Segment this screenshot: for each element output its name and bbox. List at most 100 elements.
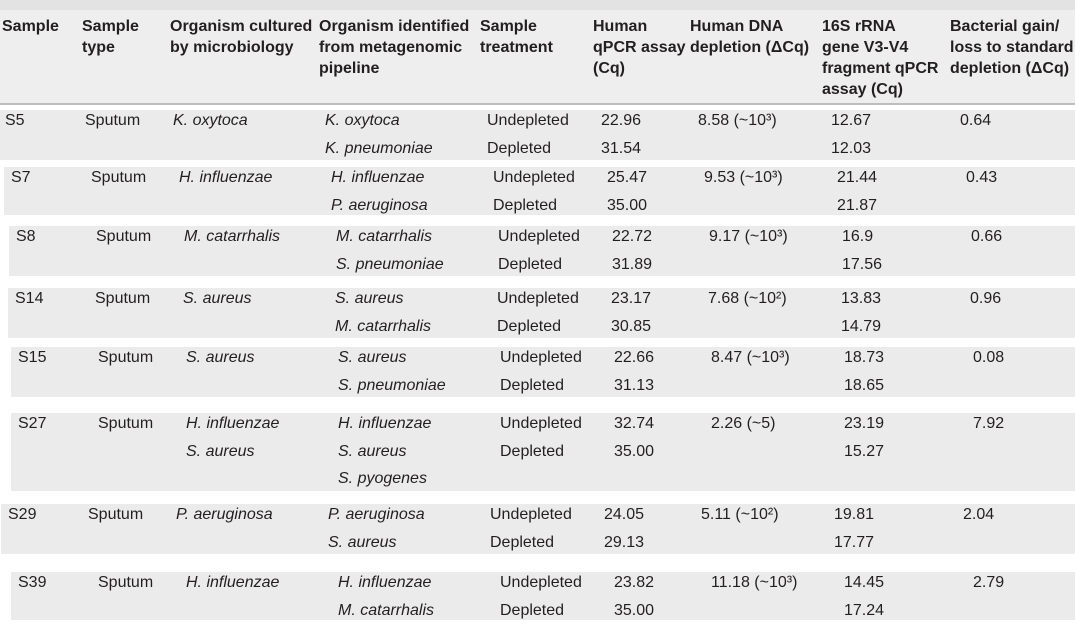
header-line: depletion (ΔCq) xyxy=(690,39,810,56)
cell-organism-identified: H. influenzae xyxy=(338,574,432,591)
cell-human-dna-depletion: 11.18 (~10³) xyxy=(711,574,798,591)
row-shading xyxy=(8,288,1075,338)
cell-organism-identified: S. aureus xyxy=(335,290,404,307)
cell-organism-cultured: H. influenzae xyxy=(179,169,273,186)
header-line: Human DNA xyxy=(690,18,784,35)
cell-16s-rrna-cq: 17.24 xyxy=(844,601,885,619)
cell-human-cq: 31.89 xyxy=(612,255,653,273)
cell-bacterial-gain-loss: 0.66 xyxy=(971,228,1003,245)
cell-human-cq: 25.47 xyxy=(607,169,648,186)
header-line: assay (Cq) xyxy=(822,81,903,98)
header-organism-identified: Organism identified from metagenomic pipel… xyxy=(319,16,469,79)
cell-sample-type: Sputum xyxy=(98,415,154,432)
cell-human-cq: 22.96 xyxy=(601,112,642,129)
cell-human-dna-depletion: 8.47 (~10³) xyxy=(711,349,790,366)
cell-human-dna-depletion: 2.26 (~5) xyxy=(711,415,776,432)
cell-organism-identified: S. aureus xyxy=(328,533,397,551)
cell-bacterial-gain-loss: 0.96 xyxy=(970,290,1002,307)
cell-organism-cultured: H. influenzae xyxy=(186,415,280,432)
cell-human-cq: 35.00 xyxy=(614,442,655,460)
cell-sample-treatment: Depleted xyxy=(500,601,565,619)
table-top-strip xyxy=(0,0,1075,10)
header-human-dna-depletion: Human DNA depletion (ΔCq) xyxy=(690,16,809,58)
cell-bacterial-gain-loss: 0.43 xyxy=(966,169,998,186)
header-divider xyxy=(0,103,1075,105)
cell-sample: S27 xyxy=(18,415,47,432)
cell-bacterial-gain-loss: 0.08 xyxy=(973,349,1005,366)
header-organism-cultured: Organism cultured by microbiology xyxy=(170,16,312,58)
table-row: S7 Sputum H. influenzae H. influenzae P. aer… xyxy=(0,167,1075,215)
cell-16s-rrna-cq: 23.19 xyxy=(844,415,885,432)
cell-organism-cultured: S. aureus xyxy=(183,290,252,307)
cell-sample: S14 xyxy=(15,290,44,307)
cell-human-dna-depletion: 7.68 (~10²) xyxy=(708,290,787,307)
row-shading xyxy=(11,413,1075,491)
cell-16s-rrna-cq: 15.27 xyxy=(844,442,885,460)
cell-organism-cultured: K. oxytoca xyxy=(173,112,248,129)
cell-16s-rrna-cq: 18.65 xyxy=(844,376,885,394)
cell-organism-cultured: S. aureus xyxy=(186,442,255,460)
cell-human-cq: 32.74 xyxy=(614,415,655,432)
header-bacterial-gain-loss: Bacterial gain/loss to standard depletion… xyxy=(950,16,1074,79)
cell-16s-rrna-cq: 13.83 xyxy=(841,290,882,307)
cell-organism-identified: K. oxytoca xyxy=(325,112,400,129)
cell-organism-cultured: S. aureus xyxy=(186,349,255,366)
cell-sample-treatment: Undepleted xyxy=(500,415,582,432)
header-line: Bacterial gain/ xyxy=(950,18,1060,35)
cell-organism-cultured: P. aeruginosa xyxy=(176,506,273,523)
cell-16s-rrna-cq: 18.73 xyxy=(844,349,885,366)
header-sample-type: Sample type xyxy=(82,16,139,58)
cell-bacterial-gain-loss: 0.64 xyxy=(960,112,992,129)
cell-sample-type: Sputum xyxy=(96,228,152,245)
cell-16s-rrna-cq: 17.56 xyxy=(842,255,883,273)
cell-sample-treatment: Undepleted xyxy=(500,349,582,366)
header-line: treatment xyxy=(480,39,553,56)
header-sample: Sample xyxy=(2,16,59,37)
cell-sample-treatment: Undepleted xyxy=(493,169,575,186)
row-shading xyxy=(11,347,1075,397)
cell-organism-identified: S. aureus xyxy=(338,442,407,460)
row-shading xyxy=(0,110,1075,160)
cell-sample-treatment: Undepleted xyxy=(497,290,579,307)
cell-16s-rrna-cq: 14.45 xyxy=(844,574,885,591)
table-row: S27 Sputum H. influenzae S. aureus H. influe… xyxy=(0,413,1075,491)
table-row: S8 Sputum M. catarrhalis M. catarrhalis S. p… xyxy=(0,226,1075,276)
header-line: depletion (ΔCq) xyxy=(950,60,1070,77)
row-shading xyxy=(9,226,1075,276)
cell-sample-treatment: Undepleted xyxy=(500,574,582,591)
cell-16s-rrna-cq: 12.03 xyxy=(831,139,872,157)
cell-sample-treatment: Depleted xyxy=(500,442,565,460)
cell-sample-type: Sputum xyxy=(88,506,144,523)
cell-human-cq: 30.85 xyxy=(611,317,652,335)
cell-16s-rrna-cq: 14.79 xyxy=(841,317,882,335)
header-line: from metagenomic xyxy=(319,39,463,56)
cell-organism-identified: S. aureus xyxy=(338,349,407,366)
cell-human-cq: 23.17 xyxy=(611,290,652,307)
cell-human-cq: 31.54 xyxy=(601,139,642,157)
cell-organism-identified: P. aeruginosa xyxy=(328,506,425,523)
cell-sample-type: Sputum xyxy=(91,169,147,186)
header-line: by microbiology xyxy=(170,39,294,56)
cell-sample: S39 xyxy=(18,574,47,591)
cell-16s-rrna-cq: 17.77 xyxy=(834,533,875,551)
cell-organism-identified: S. pneumoniae xyxy=(338,376,446,394)
cell-organism-identified: K. pneumoniae xyxy=(325,139,433,157)
cell-sample-type: Sputum xyxy=(85,112,141,129)
header-16s-rrna-qpcr: 16S rRNA gene V3-V4 fragment qPCR assay (Cq… xyxy=(822,16,938,100)
header-line: type xyxy=(82,39,115,56)
cell-bacterial-gain-loss: 2.79 xyxy=(973,574,1005,591)
cell-human-cq: 29.13 xyxy=(604,533,645,551)
header-human-qpcr: Human qPCR assay (Cq) xyxy=(593,16,686,79)
cell-bacterial-gain-loss: 2.04 xyxy=(963,506,995,523)
cell-human-dna-depletion: 5.11 (~10²) xyxy=(701,506,779,523)
cell-human-cq: 22.72 xyxy=(612,228,653,245)
cell-sample-treatment: Depleted xyxy=(500,376,565,394)
cell-sample-type: Sputum xyxy=(98,574,154,591)
table-row: S29 Sputum P. aeruginosa P. aeruginosa S. au… xyxy=(0,504,1075,554)
cell-16s-rrna-cq: 16.9 xyxy=(842,228,874,245)
row-shading xyxy=(1,504,1075,554)
cell-organism-cultured: H. influenzae xyxy=(186,574,280,591)
cell-organism-identified: H. influenzae xyxy=(338,415,432,432)
cell-sample-type: Sputum xyxy=(98,349,154,366)
header-line: (Cq) xyxy=(593,60,625,77)
